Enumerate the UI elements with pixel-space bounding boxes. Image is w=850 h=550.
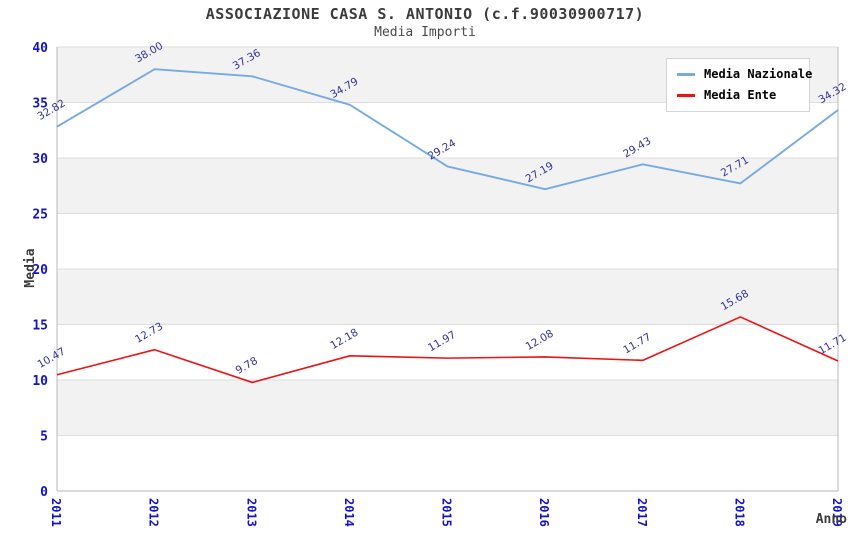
x-tick-label: 2019 — [830, 498, 844, 527]
y-tick-label: 5 — [40, 430, 48, 445]
legend-item: Media Nazionale — [677, 67, 812, 81]
legend-label: Media Ente — [704, 88, 777, 102]
plot-band — [57, 324, 838, 380]
y-tick-label: 20 — [32, 263, 48, 278]
x-tick-label: 2014 — [342, 498, 356, 527]
legend-label: Media Nazionale — [704, 67, 813, 81]
y-tick-label: 15 — [32, 319, 48, 334]
series-line-0 — [56, 68, 839, 191]
x-tick-label: 2015 — [440, 498, 454, 527]
legend-line-swatch — [677, 93, 695, 97]
y-tick-label: 30 — [32, 152, 48, 167]
plot-band — [57, 435, 838, 491]
y-tick-label: 35 — [32, 97, 48, 112]
chart-title: ASSOCIAZIONE CASA S. ANTONIO (c.f.900309… — [205, 5, 645, 23]
y-tick-label: 10 — [32, 374, 48, 389]
x-tick-label: 2017 — [635, 498, 649, 527]
legend-box: Media Nazionale Media Ente — [666, 58, 812, 112]
legend-item: Media Ente — [677, 88, 799, 102]
y-tick-label: 40 — [32, 41, 48, 56]
x-tick-label: 2013 — [244, 498, 258, 527]
y-axis-title: Media — [23, 248, 38, 288]
plot-band — [57, 380, 838, 436]
chart-subtitle: Media Importi — [374, 25, 476, 40]
x-tick-label: 2016 — [537, 498, 551, 527]
x-tick-label: 2011 — [49, 498, 63, 527]
x-axis-title: Anno — [815, 512, 847, 527]
y-tick-label: 0 — [40, 485, 48, 500]
plot-band — [57, 213, 838, 269]
series-line-1 — [56, 316, 839, 384]
x-tick-label: 2012 — [147, 498, 161, 527]
x-tick-label: 2018 — [732, 498, 746, 527]
legend-line-swatch — [677, 72, 695, 76]
y-tick-label: 25 — [32, 208, 48, 223]
plot-band — [57, 269, 838, 325]
